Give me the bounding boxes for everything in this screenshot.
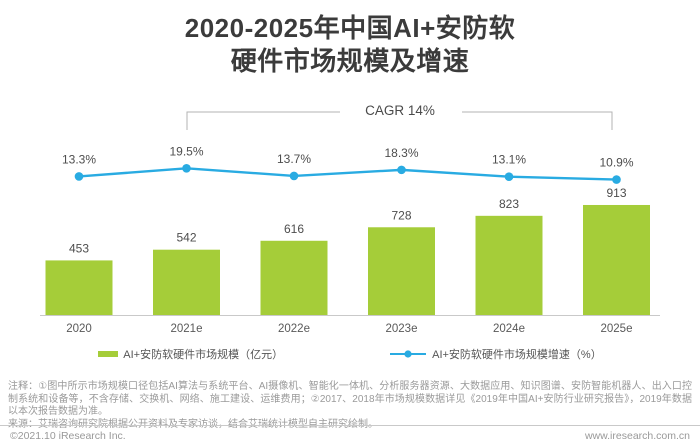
bar-value-2022e: 616 (284, 222, 304, 236)
growth-dot-2023e (397, 165, 406, 175)
growth-dot-2024e (504, 172, 514, 182)
bar-legend-swatch (98, 351, 119, 357)
growth-value-2023e: 18.3% (384, 146, 418, 160)
bar-value-2025e: 913 (606, 186, 626, 200)
line-legend-dot (404, 350, 412, 358)
growth-dot-2020 (74, 172, 84, 181)
source-line: 来源：艾瑞咨询研究院根据公开资料及专家访谈，结合艾瑞统计模型自主研究绘制。 (8, 418, 378, 430)
x-tick-2024e: 2024e (493, 323, 525, 335)
chart-title: 2020-2025年中国AI+安防软 硬件市场规模及增速 (0, 12, 700, 78)
legend-item-bar: AI+安防软硬件市场规模（亿元） (98, 346, 283, 362)
growth-value-2024e: 13.1% (492, 153, 526, 167)
growth-line (78, 167, 617, 181)
growth-line-group: 13.3% 19.5% 13.7% 18.3% 13.1% 10.9% (62, 144, 634, 184)
bar-value-2020: 453 (69, 241, 89, 255)
bar-2022e (260, 240, 328, 315)
growth-dot-2025e (612, 175, 621, 184)
bar-2025e (583, 204, 650, 315)
footer-copyright: ©2021.10 iResearch Inc. (10, 430, 126, 442)
x-tick-2025e: 2025e (601, 323, 633, 335)
bar-value-2023e: 728 (391, 208, 411, 222)
bar-value-2024e: 823 (499, 197, 519, 211)
growth-dot-2021e (182, 164, 191, 173)
x-tick-labels-group: 2020 2021e 2022e 2023e 2024e 2025e (66, 323, 632, 335)
cagr-label: CAGR 14% (365, 103, 435, 118)
growth-value-2025e: 10.9% (599, 156, 633, 170)
bar-2024e (475, 215, 543, 315)
bar-2020 (45, 260, 113, 315)
bar-value-2021e: 542 (176, 231, 196, 245)
x-tick-2021e: 2021e (171, 323, 203, 335)
notes: 注释：①图中所示市场规模口径包括AI算法与系统平台、AI摄像机、智能化一体机、分… (8, 381, 692, 431)
legend: AI+安防软硬件市场规模（亿元） AI+安防软硬件市场规模增速（%） (0, 346, 700, 362)
note-line: 注释：①图中所示市场规模口径包括AI算法与系统平台、AI摄像机、智能化一体机、分… (8, 381, 692, 417)
growth-value-2022e: 13.7% (277, 152, 311, 166)
footer-website: www.iresearch.com.cn (584, 430, 690, 442)
footer: ©2021.10 iResearch Inc. www.iresearch.co… (0, 425, 700, 442)
bar-2021e (153, 249, 220, 315)
chart-title-line1: 2020-2025年中国AI+安防软 (184, 13, 516, 43)
bar-legend-label: AI+安防软硬件市场规模（亿元） (123, 349, 284, 361)
growth-value-2020: 13.3% (62, 152, 96, 166)
growth-dot-2022e (289, 171, 299, 181)
x-tick-2023e: 2023e (386, 323, 418, 335)
legend-item-line: AI+安防软硬件市场规模增速（%） (389, 346, 602, 362)
x-tick-2022e: 2022e (278, 323, 310, 335)
chart-title-line2: 硬件市场规模及增速 (230, 46, 470, 76)
cagr-bracket (186, 111, 613, 130)
bar-2023e (368, 227, 435, 315)
line-legend-swatch (390, 350, 427, 358)
bars-group (45, 204, 650, 315)
growth-value-2021e: 19.5% (169, 144, 203, 158)
x-tick-2020: 2020 (66, 323, 92, 335)
bar-labels-group: 453 542 616 728 823 913 (69, 186, 627, 255)
line-legend-label: AI+安防软硬件市场规模增速（%） (432, 349, 602, 361)
